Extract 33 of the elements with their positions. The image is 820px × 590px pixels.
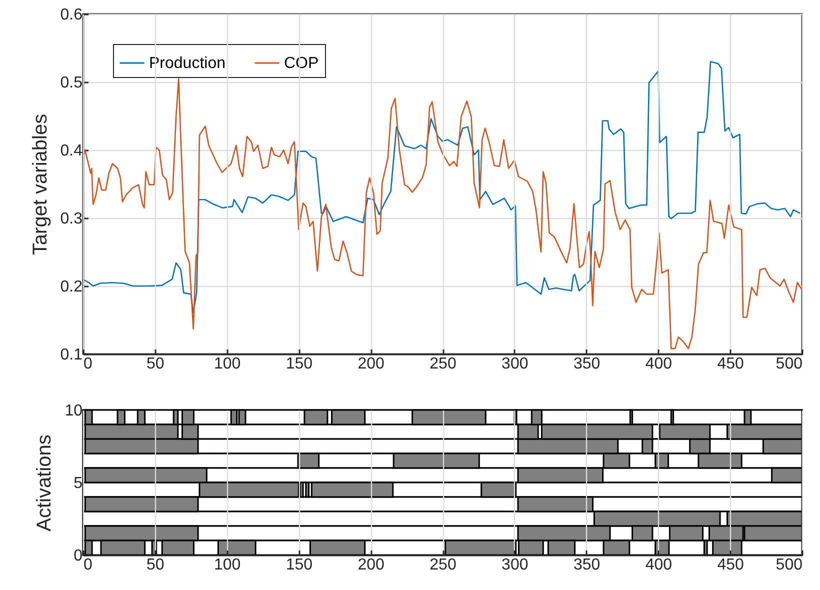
x-tick-label: 300: [502, 556, 528, 574]
x-tick-label: 100: [214, 356, 241, 372]
x-tick-label: 150: [286, 556, 313, 574]
x-tick-label: 400: [645, 356, 672, 372]
x-tick-label: 350: [573, 556, 600, 574]
legend-label: COP: [284, 55, 319, 72]
x-tick-label: 50: [146, 356, 164, 372]
x-tick-label: 450: [717, 356, 744, 372]
line-series: [83, 78, 802, 350]
y-axis-title: Activations: [34, 434, 56, 532]
x-tick-label: 150: [286, 356, 313, 372]
x-tick-label: 400: [645, 556, 672, 574]
y-tick-label: 0.4: [60, 142, 83, 160]
y-tick-label: 0.3: [60, 210, 83, 228]
y-tick-label: 0.2: [60, 278, 83, 296]
y-tick-label: 0.5: [60, 74, 83, 92]
x-tick-label: 450: [717, 556, 744, 574]
x-tick-label: 350: [573, 356, 600, 372]
x-tick-label: 300: [502, 356, 528, 372]
y-tick-label: 0.1: [60, 346, 83, 364]
x-tick-label: 200: [358, 356, 385, 372]
legend-label: Production: [149, 55, 226, 72]
x-tick-label: 500: [776, 356, 803, 372]
x-tick-label: 100: [214, 556, 241, 574]
y-axis-title: Target variables: [29, 114, 52, 256]
y-tick-label: 10: [64, 402, 83, 420]
x-tick-label: 50: [146, 556, 164, 574]
x-tick-label: 200: [358, 556, 385, 574]
y-tick-label: 5: [74, 475, 83, 492]
y-tick-label: 0.6: [60, 6, 83, 24]
x-tick-label: 250: [430, 356, 456, 372]
x-tick-label: 250: [430, 556, 456, 574]
x-tick-label: 500: [776, 556, 803, 574]
